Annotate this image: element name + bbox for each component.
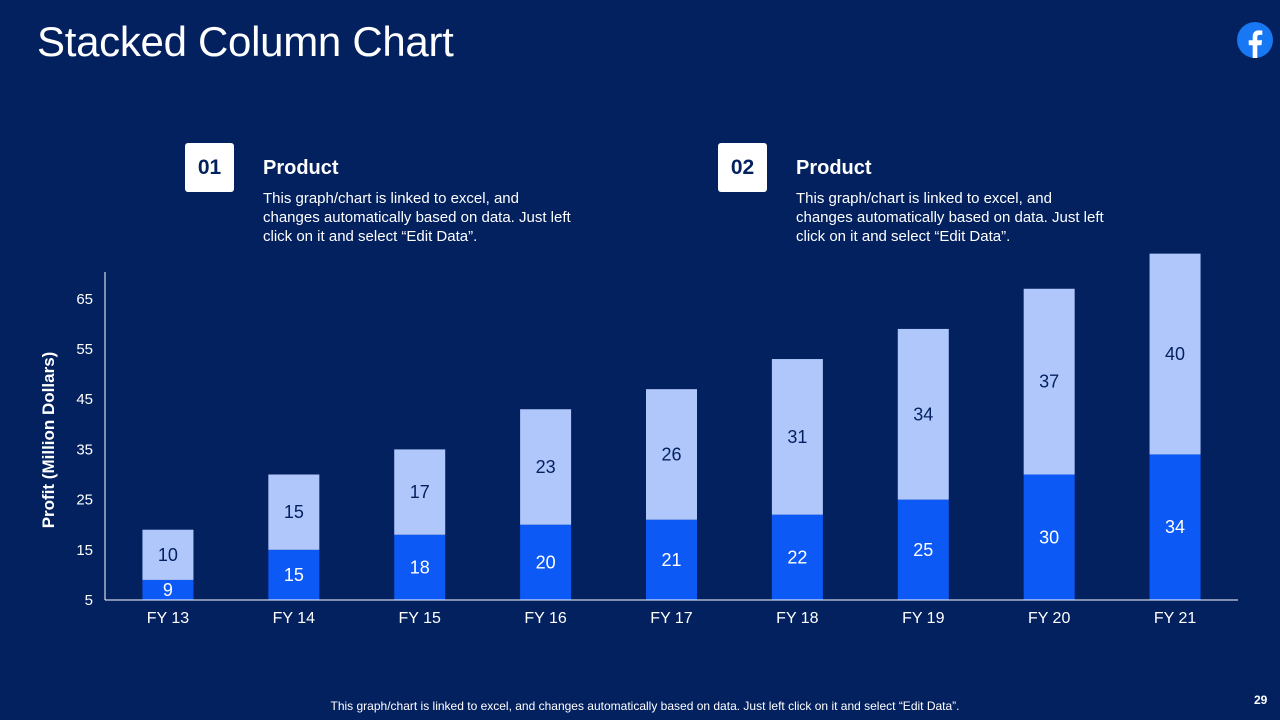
y-tick-label: 25 — [76, 492, 93, 509]
data-label: 10 — [158, 545, 178, 565]
bar-fy-21-series-2[interactable] — [1149, 253, 1201, 455]
y-tick-label: 65 — [76, 291, 93, 308]
data-label: 15 — [284, 565, 304, 585]
data-label: 20 — [536, 552, 556, 572]
bar-fy-19-series-1[interactable] — [897, 499, 949, 600]
page-number: 29 — [1254, 693, 1268, 707]
y-tick-label: 55 — [76, 341, 93, 358]
data-label: 9 — [163, 580, 173, 600]
data-label: 21 — [661, 550, 681, 570]
data-label: 40 — [1165, 344, 1185, 364]
x-tick-label: FY 19 — [902, 610, 945, 627]
data-label: 26 — [661, 444, 681, 464]
bar-fy-18-series-1[interactable] — [771, 514, 823, 600]
bar-fy-15-series-1[interactable] — [394, 534, 446, 600]
bar-fy-13-series-1[interactable] — [142, 579, 194, 600]
bar-fy-20-series-2[interactable] — [1023, 288, 1075, 475]
x-tick-label: FY 17 — [650, 610, 693, 627]
info-block-heading: Product — [796, 157, 872, 179]
bar-fy-16-series-2[interactable] — [520, 409, 572, 525]
bar-fy-13-series-2[interactable] — [142, 529, 194, 580]
info-block-number: 01 — [185, 143, 234, 192]
bar-fy-15-series-2[interactable] — [394, 449, 446, 535]
bar-fy-14-series-2[interactable] — [268, 474, 320, 550]
data-label: 23 — [536, 457, 556, 477]
data-label: 37 — [1039, 372, 1059, 392]
bar-fy-20-series-1[interactable] — [1023, 474, 1075, 601]
bar-fy-17-series-2[interactable] — [646, 389, 697, 520]
data-label: 30 — [1039, 527, 1059, 547]
info-block-number: 02 — [718, 143, 767, 192]
y-tick-label: 45 — [76, 391, 93, 408]
x-tick-label: FY 20 — [1028, 610, 1071, 627]
x-tick-label: FY 16 — [524, 610, 567, 627]
bar-fy-21-series-1[interactable] — [1149, 454, 1201, 600]
bar-fy-17-series-1[interactable] — [646, 519, 697, 600]
y-tick-label: 35 — [76, 441, 93, 458]
x-tick-label: FY 21 — [1154, 610, 1197, 627]
bar-fy-19-series-2[interactable] — [897, 328, 949, 500]
footer-note: This graph/chart is linked to excel, and… — [330, 699, 960, 713]
data-label: 25 — [913, 540, 933, 560]
data-label: 15 — [284, 502, 304, 522]
data-label: 22 — [787, 547, 807, 567]
y-tick-label: 15 — [76, 542, 93, 559]
x-tick-label: FY 15 — [399, 610, 442, 627]
bar-fy-14-series-1[interactable] — [268, 549, 320, 600]
y-tick-label: 5 — [85, 592, 93, 609]
data-label: 17 — [410, 482, 430, 502]
info-block-text: This graph/chart is linked to excel, and… — [796, 190, 1104, 245]
x-tick-label: FY 13 — [147, 610, 190, 627]
bar-fy-18-series-2[interactable] — [771, 359, 823, 515]
data-label: 31 — [787, 427, 807, 447]
info-block-heading: Product — [263, 157, 339, 179]
bar-fy-16-series-1[interactable] — [520, 524, 572, 600]
slide-title: Stacked Column Chart — [37, 18, 454, 65]
data-label: 18 — [410, 557, 430, 577]
x-tick-label: FY 14 — [273, 610, 316, 627]
facebook-icon — [1237, 22, 1273, 58]
data-label: 34 — [913, 404, 933, 424]
data-label: 34 — [1165, 517, 1185, 537]
info-block-text: This graph/chart is linked to excel, and… — [263, 190, 571, 245]
x-tick-label: FY 18 — [776, 610, 819, 627]
y-axis-label: Profit (Million Dollars) — [39, 352, 58, 529]
